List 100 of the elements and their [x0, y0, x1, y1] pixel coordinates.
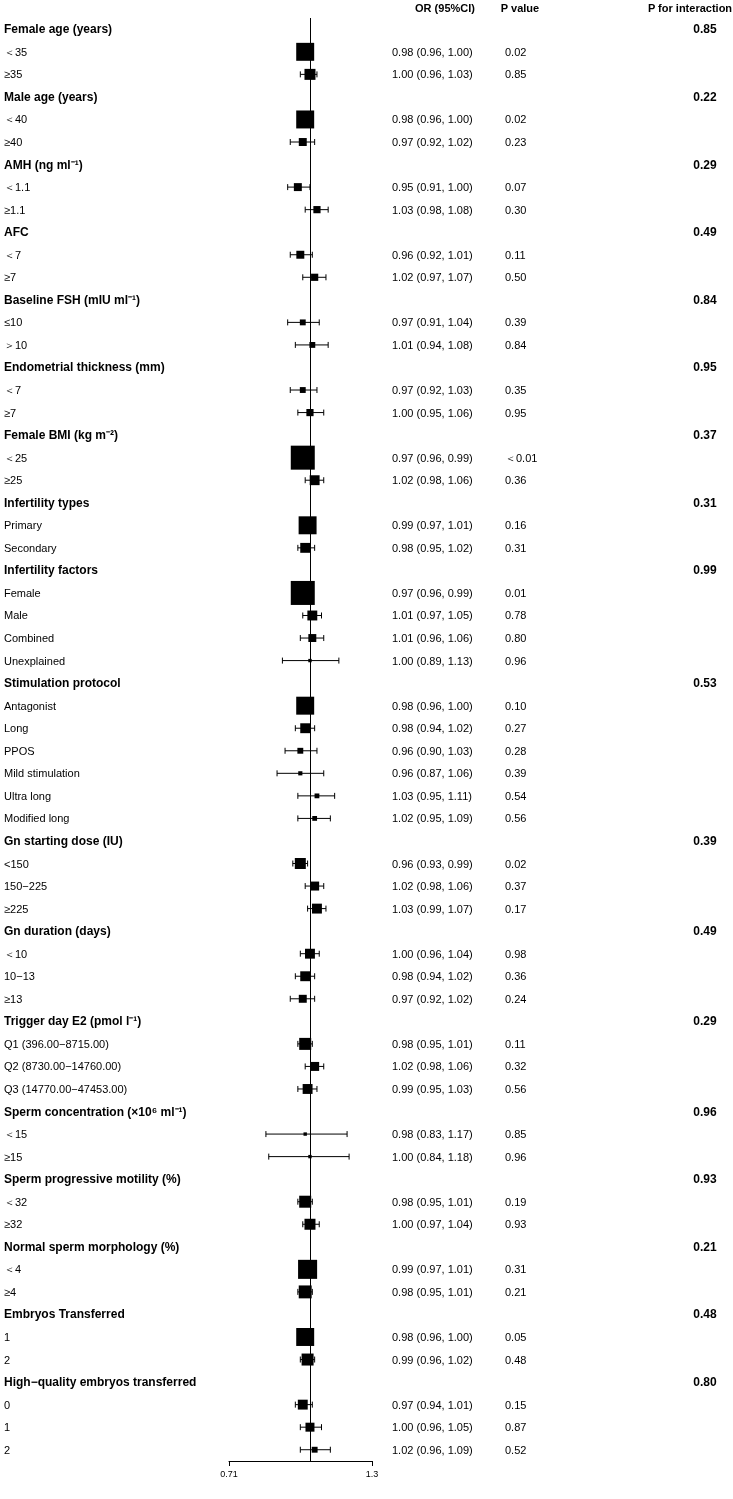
y-tick-label: Baseline FSH (mIU ml⁻¹) [4, 292, 141, 307]
text: 0.29 [693, 1014, 717, 1029]
y-tick-label: ≥35 [4, 68, 23, 81]
y-tick-label: Q1 (396.00−8715.00) [4, 1037, 109, 1050]
text: 0.24 [505, 992, 527, 1005]
text: 0.28 [505, 744, 527, 757]
data-label: 0.96 (0.93, 0.99) [392, 857, 473, 870]
y-tick-label: Sperm concentration (×10⁶ ml⁻¹) [4, 1104, 187, 1119]
y-tick-label: Antagonist [4, 699, 56, 712]
text: 0.84 [505, 338, 527, 351]
text: 0.49 [693, 924, 717, 939]
y-tick-label: ＜32 [4, 1195, 28, 1208]
y-tick-label: ＜35 [4, 45, 28, 58]
data-label: 1.01 (0.94, 1.08) [392, 338, 473, 351]
text: 0.99 [693, 563, 717, 578]
text: 0.87 [505, 1421, 527, 1434]
y-tick-label: ＜10 [4, 947, 28, 960]
data-label: 0.96 (0.90, 1.03) [392, 744, 473, 757]
y-tick-label: <150 [4, 857, 29, 870]
data-label: 1.00 (0.89, 1.13) [392, 654, 473, 667]
data-label: 0.98 (0.96, 1.00) [392, 113, 473, 126]
y-tick-label: ＜4 [4, 1263, 22, 1276]
text: 0.19 [505, 1195, 527, 1208]
y-tick-label: ≥40 [4, 136, 23, 149]
data-label: 0.98 (0.96, 1.00) [392, 1330, 473, 1343]
data-label: 1.01 (0.97, 1.05) [392, 609, 473, 622]
data-label: 1.00 (0.96, 1.03) [392, 68, 473, 81]
y-tick-label: Stimulation protocol [4, 676, 121, 691]
y-tick-label: Primary [4, 519, 43, 532]
text: 0.22 [693, 89, 717, 104]
text: 0.32 [505, 1060, 527, 1073]
text: 0.56 [505, 812, 527, 825]
text: 0.15 [505, 1398, 527, 1411]
text: 0.48 [693, 1307, 717, 1322]
y-tick-label: Ultra long [4, 789, 52, 802]
y-tick-label: ≥25 [4, 474, 23, 487]
data-label: 1.01 (0.96, 1.06) [392, 632, 473, 645]
y-tick-label: ≥1.1 [4, 203, 26, 216]
y-tick-label: Unexplained [4, 654, 66, 667]
data-label: 0.98 (0.95, 1.01) [392, 1285, 473, 1298]
data-label: 0.95 (0.91, 1.00) [392, 181, 473, 194]
text: 0.17 [505, 902, 527, 915]
data-label: 0.98 (0.83, 1.17) [392, 1128, 473, 1141]
y-tick-label: Female age (years) [4, 22, 113, 37]
x-tick-label: 1.3 [365, 1468, 379, 1479]
y-tick-label: ≥15 [4, 1150, 23, 1163]
y-tick-label: Long [4, 722, 29, 735]
text: 0.16 [505, 519, 527, 532]
y-tick-label: AMH (ng ml⁻¹) [4, 157, 83, 172]
text: 0.37 [693, 428, 717, 443]
text: 0.93 [693, 1172, 717, 1187]
data-label: 0.97 (0.92, 1.02) [392, 136, 473, 149]
text: 0.35 [505, 384, 527, 397]
text: 0.29 [693, 157, 717, 172]
y-tick-label: Trigger day E2 (pmol l⁻¹) [4, 1014, 142, 1029]
text: 0.30 [505, 203, 527, 216]
y-tick-label: Gn starting dose (IU) [4, 833, 123, 848]
text: 0.84 [693, 292, 717, 307]
data-label: 0.96 (0.92, 1.01) [392, 248, 473, 261]
y-tick-label: Normal sperm morphology (%) [4, 1239, 180, 1254]
x-tick-label: 0.71 [220, 1468, 238, 1479]
y-tick-label: ≤10 [4, 316, 23, 329]
text: 0.96 [505, 1150, 527, 1163]
text: 0.49 [693, 225, 717, 240]
text: 0.31 [505, 541, 527, 554]
y-tick-label: ≥7 [4, 271, 17, 284]
text: 0.11 [505, 1037, 526, 1050]
y-tick-label: 10−13 [4, 970, 35, 983]
y-tick-label: PPOS [4, 744, 35, 757]
data-label: 0.97 (0.96, 0.99) [392, 586, 473, 599]
text: 0.02 [505, 45, 527, 58]
data-label: 1.00 (0.97, 1.04) [392, 1218, 473, 1231]
y-tick-label: Secondary [4, 541, 58, 554]
text: 0.39 [505, 316, 527, 329]
y-tick-label: Q2 (8730.00−14760.00) [4, 1060, 122, 1073]
data-label: 1.02 (0.98, 1.06) [392, 880, 473, 893]
y-tick-label: ≥32 [4, 1218, 23, 1231]
text: 0.02 [505, 857, 527, 870]
data-label: 1.02 (0.97, 1.07) [392, 271, 473, 284]
y-tick-label: 1 [4, 1330, 11, 1343]
text: 0.80 [693, 1375, 717, 1390]
text: 0.31 [505, 1263, 527, 1276]
y-tick-label: Infertility factors [4, 563, 99, 578]
text: 0.36 [505, 474, 527, 487]
y-tick-label: Combined [4, 632, 55, 645]
data-label: 0.97 (0.92, 1.03) [392, 384, 473, 397]
data-label: 0.96 (0.87, 1.06) [392, 767, 473, 780]
text: 0.54 [505, 789, 527, 802]
y-tick-label: Male [4, 609, 28, 622]
y-tick-label: Modified long [4, 812, 70, 825]
text: 0.01 [505, 586, 527, 599]
data-label: 0.98 (0.96, 1.00) [392, 699, 473, 712]
data-label: 0.98 (0.95, 1.02) [392, 541, 473, 554]
y-tick-label: ＜1.1 [4, 181, 31, 194]
y-tick-label: Sperm progressive motility (%) [4, 1172, 181, 1187]
text: 0.98 [505, 947, 527, 960]
text: 0.10 [505, 699, 527, 712]
data-label: 0.99 (0.96, 1.02) [392, 1353, 473, 1366]
y-tick-label: ＜15 [4, 1128, 28, 1141]
text: 0.56 [505, 1082, 527, 1095]
